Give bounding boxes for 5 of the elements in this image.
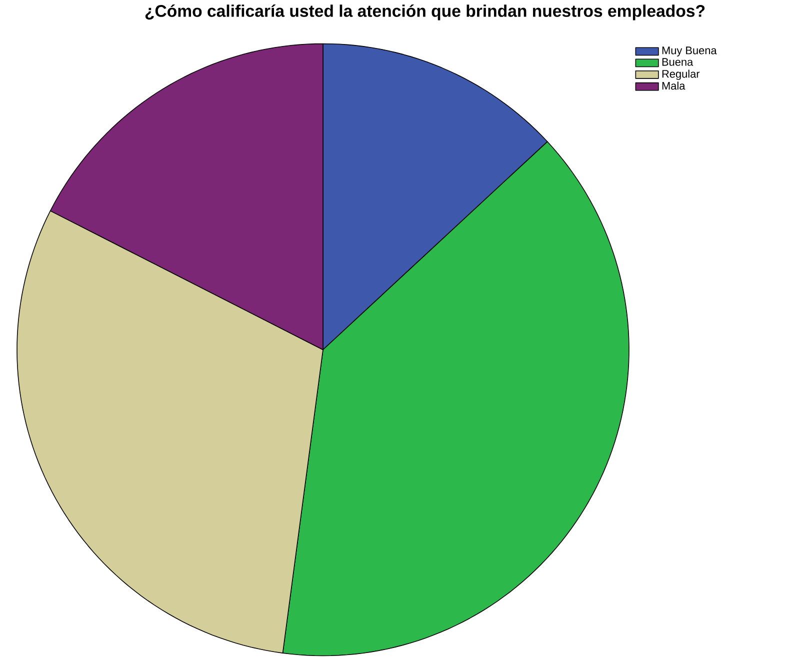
chart-title: ¿Cómo calificaría usted la atención que brindan nuestros empleados? [145,4,705,20]
legend-label: Mala [662,82,686,90]
legend-label: Regular [662,70,700,80]
legend-label: Muy Buena [662,46,717,57]
legend-label: Buena [662,58,694,66]
